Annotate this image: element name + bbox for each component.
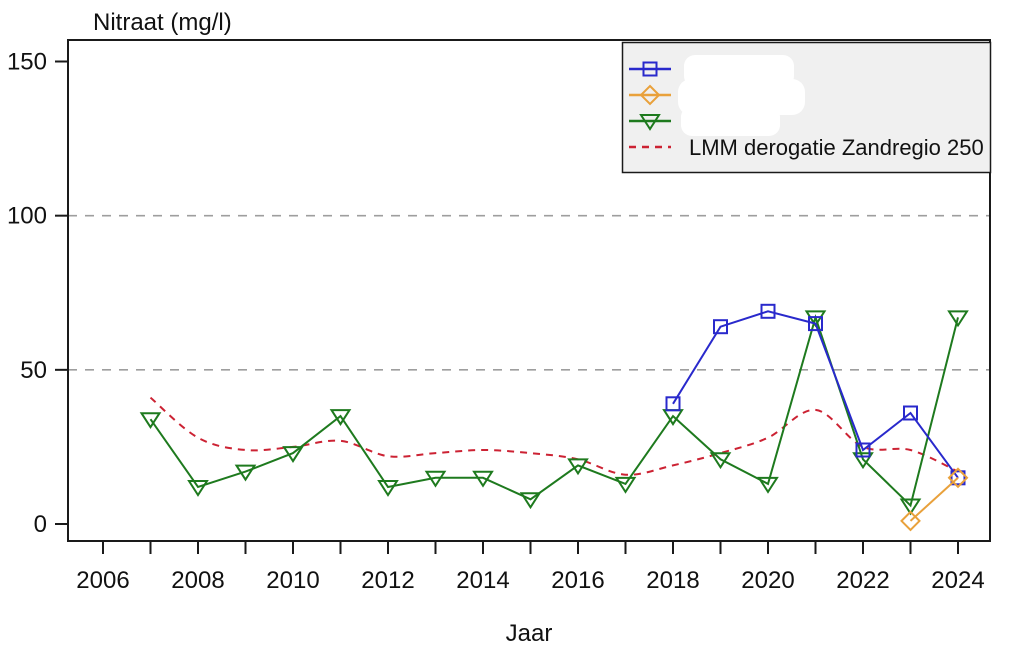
triangle-down-marker xyxy=(709,452,732,470)
x-tick-label: 2006 xyxy=(76,567,129,594)
series-line xyxy=(909,477,959,522)
square-marker xyxy=(713,319,728,335)
triangle-down-marker xyxy=(852,452,874,470)
y-tick-label: 100 xyxy=(7,203,47,230)
legend-entry xyxy=(629,84,671,106)
x-tick-label: 2008 xyxy=(171,567,224,594)
y-tick-label: 50 xyxy=(20,357,47,384)
legend-entry-label: LMM derogatie Zandregio 250 xyxy=(689,135,984,160)
data-series xyxy=(139,303,969,532)
x-tick-label: 2014 xyxy=(456,567,509,594)
plot-border xyxy=(67,39,991,542)
x-tick-label: 2024 xyxy=(931,567,984,594)
triangle-down-marker xyxy=(947,310,969,328)
chart-title: Nitraat (mg/l) xyxy=(93,9,232,36)
triangle-down-marker xyxy=(424,470,447,488)
triangle-down-marker xyxy=(139,412,162,430)
triangle-down-marker xyxy=(472,470,494,488)
square-marker xyxy=(950,470,966,486)
x-tick-label: 2010 xyxy=(266,567,319,594)
y-tick-label: 0 xyxy=(34,511,47,538)
x-tick-label: 2018 xyxy=(646,567,699,594)
triangle-down-marker xyxy=(519,492,542,510)
redaction-patch xyxy=(678,55,805,136)
gridlines xyxy=(68,214,990,371)
series-#2929cc-square xyxy=(665,303,966,486)
x-axis-label: Jaar xyxy=(506,620,553,647)
legend-entries: LMM derogatie Zandregio 250 xyxy=(629,61,984,160)
square-marker xyxy=(760,303,776,319)
series-line xyxy=(672,310,959,479)
triangle-down-marker xyxy=(804,310,827,328)
square-marker xyxy=(808,316,823,332)
square-marker xyxy=(855,442,871,458)
legend-entry xyxy=(629,114,671,131)
legend-entry: LMM derogatie Zandregio 250 xyxy=(629,135,984,160)
square-marker xyxy=(665,396,681,412)
square-marker xyxy=(903,405,918,421)
diamond-marker xyxy=(900,510,921,532)
triangle-down-marker xyxy=(639,114,661,131)
x-tick-label: 2020 xyxy=(741,567,794,594)
square-marker xyxy=(642,61,658,77)
x-tick-label: 2016 xyxy=(551,567,604,594)
series-#e9a13b-diamond xyxy=(900,467,969,532)
axis-tick-labels: 2006 2008 2010 2012 2014 2016 2018 2020 2022 2024… xyxy=(7,49,985,594)
series-line-dashed xyxy=(149,396,959,476)
triangle-down-marker xyxy=(234,464,257,482)
series-#1e7a1e-triangle-down xyxy=(139,310,969,516)
triangle-down-marker xyxy=(614,476,637,494)
x-tick-label: 2022 xyxy=(836,567,889,594)
series-line xyxy=(149,314,959,508)
x-tick-label: 2012 xyxy=(361,567,414,594)
axis-ticks xyxy=(55,60,959,554)
series-LMM derogatie Zandregio 250 xyxy=(149,396,959,476)
triangle-down-marker xyxy=(899,498,922,516)
triangle-down-marker xyxy=(282,446,304,463)
legend: LMM derogatie Zandregio 250 xyxy=(621,41,992,174)
triangle-down-marker xyxy=(567,458,589,476)
triangle-down-marker xyxy=(187,480,209,497)
triangle-down-marker xyxy=(329,409,352,426)
diamond-marker xyxy=(947,467,969,489)
y-tick-label: 150 xyxy=(7,49,47,76)
triangle-down-marker xyxy=(377,480,399,497)
triangle-down-marker xyxy=(757,476,779,494)
legend-entry xyxy=(629,61,671,77)
diamond-marker xyxy=(639,84,661,106)
